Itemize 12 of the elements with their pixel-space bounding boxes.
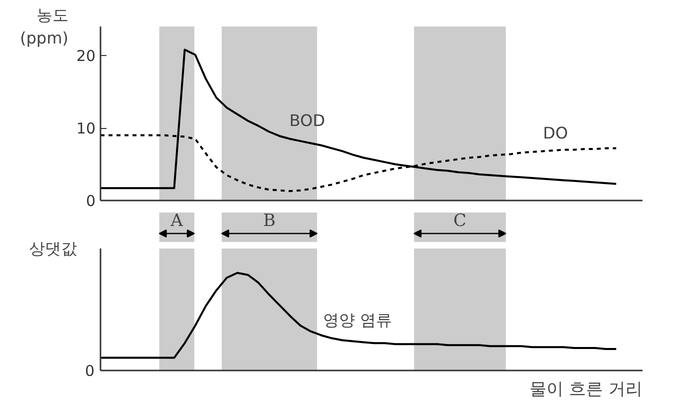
text: B: [263, 211, 276, 232]
series-label: DO: [543, 123, 568, 142]
y-tick-label: 10: [76, 120, 96, 138]
series-label: BOD: [289, 110, 326, 130]
text: C: [453, 211, 466, 232]
y-axis-title: 상댓값: [28, 239, 77, 258]
x-axis-title: 물이 흐른 거리: [530, 379, 643, 400]
y-tick-label: 20: [76, 47, 96, 65]
y-axis-title: 농도 (ppm): [20, 6, 68, 48]
text: A: [170, 211, 184, 232]
y-tick-label: 0: [86, 192, 96, 210]
series-label: 영양 염류: [322, 310, 392, 330]
